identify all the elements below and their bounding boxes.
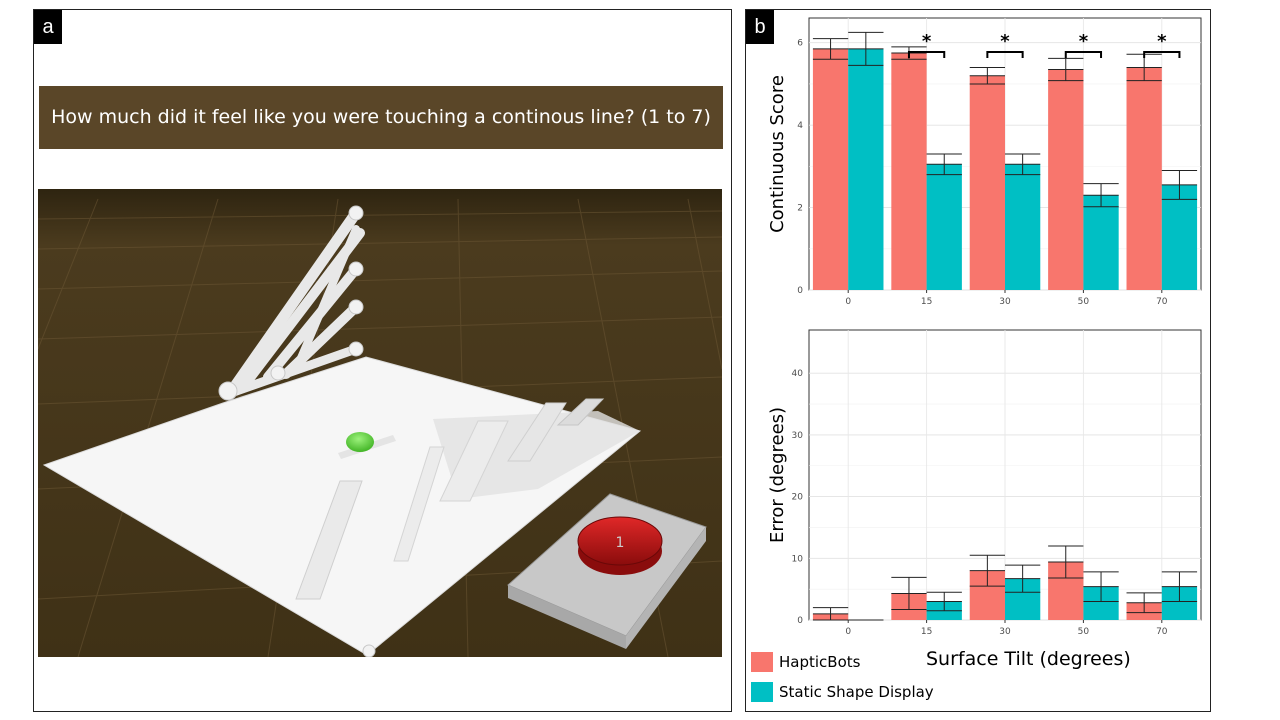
y-tick-label: 30 xyxy=(792,431,804,441)
bar xyxy=(812,48,849,291)
panel-b-label: b xyxy=(746,10,774,44)
x-tick-label: 30 xyxy=(999,627,1011,637)
bar xyxy=(1048,69,1084,290)
bar xyxy=(926,164,962,290)
y-axis-label: Continuous Score xyxy=(767,75,788,233)
y-tick-label: 0 xyxy=(797,616,803,626)
x-tick-label: 30 xyxy=(999,297,1011,307)
significance-bracket xyxy=(986,51,1024,58)
question-banner: How much did it feel like you were touch… xyxy=(39,86,723,149)
significance-star: * xyxy=(1000,31,1010,52)
significance-star: * xyxy=(1079,31,1089,52)
y-tick-label: 6 xyxy=(797,39,803,49)
puck-label: 1 xyxy=(616,535,625,551)
legend-swatch-static-shape-display xyxy=(751,682,773,702)
arm-joints xyxy=(218,205,376,657)
x-tick-label: 50 xyxy=(1078,627,1090,637)
significance-bracket xyxy=(1064,51,1103,58)
bar xyxy=(848,48,884,291)
y-tick-label: 4 xyxy=(797,121,803,131)
continuous-score-chart: 0 2 4 6 0 15 30 50 70 Continuous Score * * * * xyxy=(767,17,1202,307)
x-tick-label: 15 xyxy=(921,297,932,307)
slat-4 xyxy=(507,402,567,462)
bar xyxy=(1005,164,1041,290)
y-tick-label: 2 xyxy=(797,204,803,214)
bar xyxy=(1126,67,1162,290)
gray-base-side xyxy=(508,585,626,649)
panel-a: a How much did it feel like you were tou… xyxy=(33,9,732,712)
red-puck xyxy=(577,516,663,566)
panel-a-label: a xyxy=(34,10,62,44)
slat-5 xyxy=(556,398,605,426)
x-tick-label: 70 xyxy=(1156,627,1168,637)
y-tick-label: 0 xyxy=(797,286,803,296)
significance-star: * xyxy=(922,31,932,52)
legend-label-static-shape-display: Static Shape Display xyxy=(779,683,934,701)
y-tick-label: 10 xyxy=(792,554,804,564)
green-knob xyxy=(346,432,374,452)
vr-scene-image: 1 xyxy=(38,189,722,657)
y-tick-label: 40 xyxy=(792,369,804,379)
x-tick-label: 0 xyxy=(845,627,851,637)
x-tick-label: 0 xyxy=(845,297,851,307)
bar xyxy=(1083,195,1119,290)
x-axis-label: Surface Tilt (degrees) xyxy=(926,648,1131,670)
x-tick-label: 15 xyxy=(921,627,932,637)
significance-bracket xyxy=(907,51,946,58)
x-tick-label: 50 xyxy=(1078,297,1090,307)
error-chart: 0 10 20 30 40 0 15 30 50 70 Error (degrees) xyxy=(767,329,1202,637)
panel-b: b 0 2 4 6 0 15 30 50 70 Continuous Score * * * * 0 10 2… xyxy=(745,9,1211,712)
slat-3 xyxy=(439,420,509,502)
slat-1 xyxy=(295,480,363,600)
gray-base-front xyxy=(626,527,706,649)
y-tick-label: 20 xyxy=(792,493,804,503)
legend-swatch-hapticbots xyxy=(751,652,773,672)
bar xyxy=(1161,184,1198,290)
slat-2 xyxy=(393,446,445,562)
x-tick-label: 70 xyxy=(1156,297,1168,307)
bar xyxy=(969,75,1005,291)
bar xyxy=(891,53,927,290)
y-axis-label: Error (degrees) xyxy=(767,407,788,543)
robot-arms xyxy=(223,207,365,399)
significance-bracket xyxy=(1143,51,1181,58)
legend-label-hapticbots: HapticBots xyxy=(779,653,861,671)
significance-star: * xyxy=(1157,31,1167,52)
